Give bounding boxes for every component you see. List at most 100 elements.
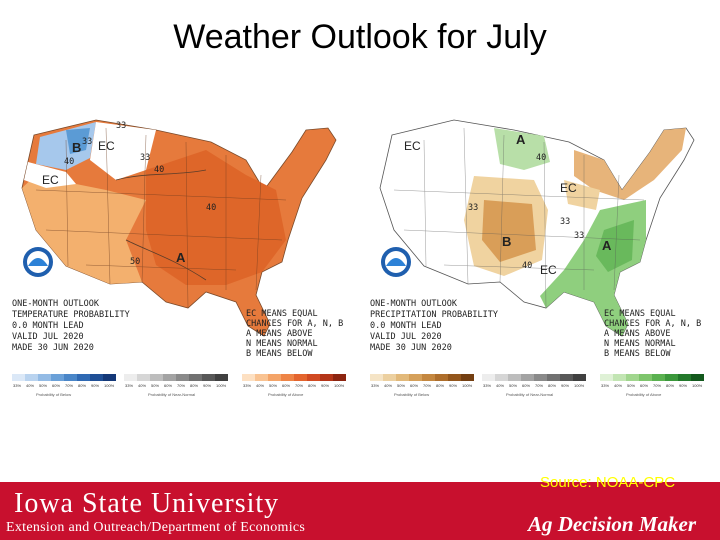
noaa-logo bbox=[23, 247, 53, 277]
below-tick-label: 100% bbox=[462, 383, 473, 388]
normal-swatch bbox=[176, 374, 189, 381]
below-swatch bbox=[448, 374, 461, 381]
normal-swatch bbox=[547, 374, 560, 381]
temp-label-b: B bbox=[72, 140, 81, 155]
precip-contour-33b: 33 bbox=[560, 217, 570, 227]
temp-contour-40c: 40 bbox=[206, 203, 216, 213]
normal-swatch bbox=[534, 374, 547, 381]
normal-tick-label: 100% bbox=[216, 383, 227, 388]
temp-ec-west bbox=[24, 162, 76, 188]
precip-label-a-north: A bbox=[516, 132, 526, 147]
normal-tick-label: 70% bbox=[177, 383, 185, 388]
normal-swatch bbox=[215, 374, 228, 381]
temp-above-dark bbox=[146, 150, 286, 285]
above-tick-label: 90% bbox=[679, 383, 687, 388]
slide-title: Weather Outlook for July bbox=[173, 18, 547, 56]
precip-contour-40b: 40 bbox=[522, 261, 532, 271]
below-swatch bbox=[38, 374, 51, 381]
precip-key-line-1: EC MEANS EQUAL bbox=[604, 309, 676, 319]
precip-dry-northeast-light bbox=[564, 180, 600, 210]
below-swatch bbox=[25, 374, 38, 381]
temperature-map-svg: B EC EC A 40 33 40 50 33 33 40 ONE-MONTH… bbox=[6, 80, 356, 410]
noaa-logo-2 bbox=[381, 247, 411, 277]
above-swatch bbox=[600, 374, 613, 381]
below-tick-label: 40% bbox=[26, 383, 34, 388]
normal-swatch bbox=[137, 374, 150, 381]
below-tick-label: 50% bbox=[39, 383, 47, 388]
precip-legend-line-4: VALID JUL 2020 bbox=[370, 332, 442, 342]
below-swatch bbox=[370, 374, 383, 381]
temp-state-lines bbox=[35, 127, 287, 309]
above-tick-label: 100% bbox=[334, 383, 345, 388]
normal-swatch bbox=[482, 374, 495, 381]
above-swatch bbox=[307, 374, 320, 381]
precip-contour-33: 33 bbox=[468, 203, 478, 213]
precip-key-line-4: N MEANS NORMAL bbox=[604, 339, 676, 349]
temp-key-line-4: N MEANS NORMAL bbox=[246, 339, 318, 349]
precip-label-ec-mid: EC bbox=[560, 181, 577, 195]
above-tick-label: 33% bbox=[243, 383, 251, 388]
above-tick-label: 40% bbox=[614, 383, 622, 388]
above-swatch bbox=[639, 374, 652, 381]
below-swatch bbox=[422, 374, 435, 381]
normal-tick-label: 50% bbox=[509, 383, 517, 388]
below-tick-label: 50% bbox=[397, 383, 405, 388]
normal-tick-label: 40% bbox=[496, 383, 504, 388]
normal-swatch bbox=[163, 374, 176, 381]
temp-key-line-1: EC MEANS EQUAL bbox=[246, 309, 318, 319]
temp-contour-40: 40 bbox=[64, 157, 74, 167]
temp-legend-line-2: TEMPERATURE PROBABILITY bbox=[12, 310, 130, 320]
normal-tick-label: 100% bbox=[574, 383, 585, 388]
normal-tick-label: 33% bbox=[125, 383, 133, 388]
below-swatch bbox=[383, 374, 396, 381]
precip-wet-core bbox=[596, 220, 634, 272]
precip-legend-line-3: 0.0 MONTH LEAD bbox=[370, 321, 442, 331]
below-tick-label: 100% bbox=[104, 383, 115, 388]
below-swatch bbox=[64, 374, 77, 381]
precip-legend-line-2: PRECIPITATION PROBABILITY bbox=[370, 310, 498, 320]
temp-contour-33b: 33 bbox=[140, 153, 150, 163]
precip-label-b: B bbox=[502, 234, 511, 249]
above-tick-label: 50% bbox=[269, 383, 277, 388]
below-swatch bbox=[103, 374, 116, 381]
below-tick-label: 80% bbox=[78, 383, 86, 388]
temp-contour-50: 50 bbox=[130, 257, 140, 267]
temp-key-line-2: CHANCES FOR A, N, B bbox=[246, 319, 343, 329]
temp-key-line-3: A MEANS ABOVE bbox=[246, 329, 313, 339]
below-tick-label: 60% bbox=[52, 383, 60, 388]
above-swatch bbox=[281, 374, 294, 381]
above-tick-label: 80% bbox=[308, 383, 316, 388]
precip-label-ec-west: EC bbox=[404, 139, 421, 153]
below-tick-label: 40% bbox=[384, 383, 392, 388]
below-tick-label: 90% bbox=[449, 383, 457, 388]
precip-key-line-3: A MEANS ABOVE bbox=[604, 329, 671, 339]
normal-swatch bbox=[521, 374, 534, 381]
temp-colorbar-ticks: 33% 40% 50% 60% 70% 80% 90% 100% 33% 40% 50% 60% 70%… bbox=[13, 383, 345, 388]
temp-key-line-5: B MEANS BELOW bbox=[246, 349, 313, 359]
above-swatch bbox=[255, 374, 268, 381]
normal-swatch bbox=[560, 374, 573, 381]
precip-legend-line-5: MADE 30 JUN 2020 bbox=[370, 343, 452, 353]
temp-legend-line-3: 0.0 MONTH LEAD bbox=[12, 321, 84, 331]
precipitation-outlook-map: EC A EC B EC A 40 33 40 33 33 ONE-MONTH … bbox=[364, 80, 714, 410]
temp-above-light bbox=[22, 175, 146, 284]
ag-decision-maker-logo: Ag Decision Maker bbox=[528, 512, 696, 536]
precip-legend-line-1: ONE-MONTH OUTLOOK bbox=[370, 299, 458, 309]
above-swatch bbox=[268, 374, 281, 381]
normal-tick-label: 40% bbox=[138, 383, 146, 388]
temp-legend-line-1: ONE-MONTH OUTLOOK bbox=[12, 299, 100, 309]
above-swatch bbox=[333, 374, 346, 381]
temp-label-ec-north: EC bbox=[98, 139, 115, 153]
above-tick-label: 40% bbox=[256, 383, 264, 388]
above-swatch bbox=[678, 374, 691, 381]
normal-swatch bbox=[508, 374, 521, 381]
below-swatch bbox=[461, 374, 474, 381]
temp-contour-33: 33 bbox=[82, 137, 92, 147]
normal-tick-label: 80% bbox=[548, 383, 556, 388]
below-swatch bbox=[396, 374, 409, 381]
precip-label-a-east: A bbox=[602, 238, 612, 253]
above-tick-label: 50% bbox=[627, 383, 635, 388]
precip-contour-40: 40 bbox=[536, 153, 546, 163]
temp-caption-normal: Probability of Near-Normal bbox=[148, 392, 195, 397]
above-tick-label: 60% bbox=[640, 383, 648, 388]
